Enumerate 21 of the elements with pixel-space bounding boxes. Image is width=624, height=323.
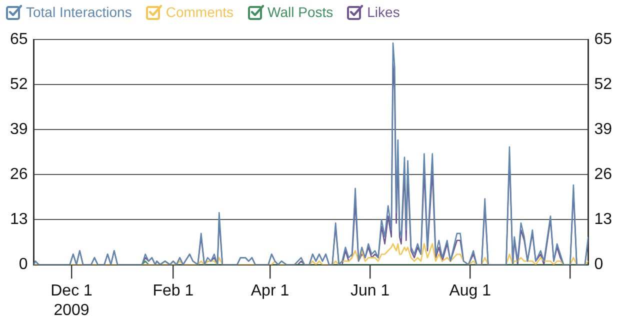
- y-tick-label: 0: [18, 256, 28, 274]
- y2-tick-label: 52: [594, 76, 612, 94]
- y2-tick-label: 26: [594, 166, 612, 184]
- legend-label: Total Interactions: [26, 4, 132, 20]
- legend-label: Wall Posts: [268, 4, 334, 20]
- y2-tick-label: 39: [594, 121, 612, 138]
- legend-label: Comments: [166, 4, 234, 20]
- legend-label: Likes: [367, 4, 400, 20]
- y-tick-label: 39: [10, 121, 28, 138]
- y2-tick-label: 65: [594, 31, 612, 48]
- y-tick-label: 65: [10, 31, 28, 48]
- y-tick-label: 26: [10, 166, 28, 184]
- y-tick-label: 52: [10, 76, 28, 94]
- x-tick-label: Feb 1: [152, 282, 194, 300]
- y-tick-label: 13: [10, 211, 28, 228]
- x-tick-label: Dec 1 2009: [50, 282, 93, 319]
- y2-tick-label: 13: [594, 211, 612, 228]
- x-tick-label: Jun 1: [350, 282, 390, 300]
- x-tick-label: Aug 1: [449, 282, 492, 300]
- y2-tick-label: 0: [594, 256, 604, 274]
- x-tick-label: Apr 1: [250, 282, 290, 300]
